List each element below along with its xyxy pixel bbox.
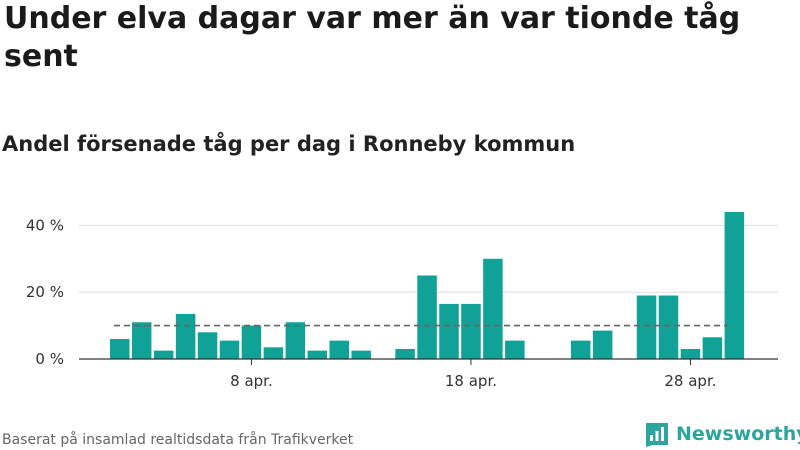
bar — [329, 340, 349, 359]
x-tick-label: 8 apr. — [230, 372, 273, 390]
x-axis-ticks: 8 apr. 18 apr. 28 apr. — [230, 359, 717, 390]
bar — [505, 340, 525, 359]
bar — [285, 322, 306, 359]
bar — [417, 275, 437, 359]
bar — [724, 212, 745, 359]
chart-subtitle: Andel försenade tåg per dag i Ronneby ko… — [2, 132, 576, 156]
y-tick-label: 0 % — [35, 350, 64, 368]
bar-chart-icon — [646, 423, 668, 447]
bar — [592, 330, 613, 359]
bar — [197, 332, 218, 359]
newsworthy-logo: Newsworthy — [644, 420, 800, 448]
x-tick-label: 28 apr. — [664, 372, 716, 390]
y-tick-label: 40 % — [26, 216, 64, 234]
y-axis-ticks: 0 % 20 % 40 % — [26, 216, 64, 368]
bar — [307, 350, 328, 359]
bar — [680, 348, 701, 359]
bar — [658, 295, 679, 359]
bar — [351, 350, 371, 359]
bar — [110, 338, 130, 359]
bar — [241, 325, 262, 359]
bar — [570, 340, 591, 359]
bars — [110, 212, 745, 359]
bar — [636, 295, 657, 359]
source-note: Baserat på insamlad realtidsdata från Tr… — [2, 432, 354, 448]
bar — [175, 313, 196, 359]
x-tick-label: 18 apr. — [445, 372, 497, 390]
logo-text: Newsworthy — [676, 423, 800, 445]
bar — [461, 303, 481, 359]
bar — [439, 303, 459, 359]
bar — [153, 350, 174, 359]
bar — [131, 322, 152, 359]
chart-title: Under elva dagar var mer än var tionde t… — [4, 1, 741, 74]
bar — [219, 340, 240, 359]
y-tick-label: 20 % — [26, 283, 64, 301]
bar — [702, 337, 723, 359]
bar — [483, 258, 503, 359]
bar — [263, 347, 284, 359]
bar — [395, 348, 415, 359]
